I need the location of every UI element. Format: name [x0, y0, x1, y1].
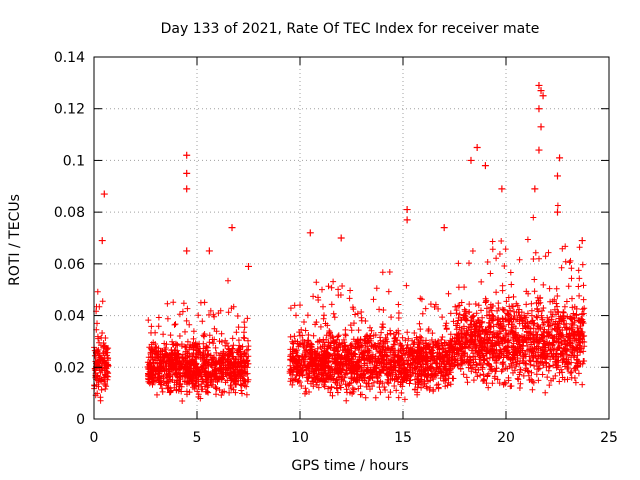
- peak-point: [467, 156, 475, 164]
- y-tick-label: 0.1: [63, 153, 85, 169]
- peak-point: [228, 224, 236, 232]
- y-tick-label: 0.06: [54, 257, 85, 273]
- roti-scatter-points: [91, 202, 588, 404]
- peak-point: [473, 144, 481, 151]
- x-tick-label: 5: [193, 430, 202, 446]
- peak-point: [481, 162, 489, 170]
- x-tick-label: 0: [90, 430, 99, 446]
- y-tick-label: 0.02: [54, 360, 85, 376]
- peak-point: [403, 216, 411, 224]
- peak-point: [531, 185, 539, 193]
- peak-point: [337, 234, 345, 242]
- peak-point: [306, 229, 314, 237]
- y-axis-label: ROTI / TECUs: [7, 194, 23, 286]
- peak-point: [100, 190, 108, 198]
- peak-point: [403, 206, 411, 214]
- peak-point: [539, 92, 547, 100]
- x-tick-label: 20: [497, 430, 515, 446]
- peak-point: [205, 247, 213, 255]
- x-tick-label: 25: [600, 430, 618, 446]
- peak-point: [578, 237, 586, 245]
- y-tick-label: 0.14: [54, 50, 85, 66]
- peak-point: [537, 123, 545, 131]
- peak-point: [183, 169, 191, 177]
- peak-point: [535, 81, 543, 89]
- peak-point: [537, 87, 545, 95]
- peak-point: [245, 262, 252, 270]
- peak-point: [554, 208, 561, 216]
- plot-frame: [93, 56, 610, 420]
- peak-point: [498, 185, 506, 193]
- x-tick-label: 10: [291, 430, 309, 446]
- peak-point: [98, 237, 106, 245]
- peak-point: [535, 105, 543, 113]
- peak-point: [183, 247, 191, 255]
- ticks-layer: 0 0.02 0.04 0.06 0.08 0.1 0.12 0.14 0 5 10 15 20 25: [54, 50, 618, 446]
- peak-point: [183, 185, 191, 193]
- y-tick-label: 0.12: [54, 102, 85, 118]
- y-tick-label: 0.04: [54, 309, 85, 325]
- y-tick-label: 0: [76, 412, 85, 428]
- peak-point: [535, 146, 543, 154]
- peak-point: [556, 154, 564, 162]
- x-axis-label: GPS time / hours: [291, 458, 408, 474]
- grid-layer: [94, 57, 609, 419]
- x-tick-label: 15: [394, 430, 412, 446]
- peak-point: [554, 172, 561, 180]
- peak-point: [440, 224, 448, 232]
- chart-title: Day 133 of 2021, Rate Of TEC Index for r…: [161, 21, 540, 37]
- y-tick-label: 0.08: [54, 205, 85, 221]
- points-layer: [91, 81, 588, 404]
- peak-point: [183, 151, 191, 159]
